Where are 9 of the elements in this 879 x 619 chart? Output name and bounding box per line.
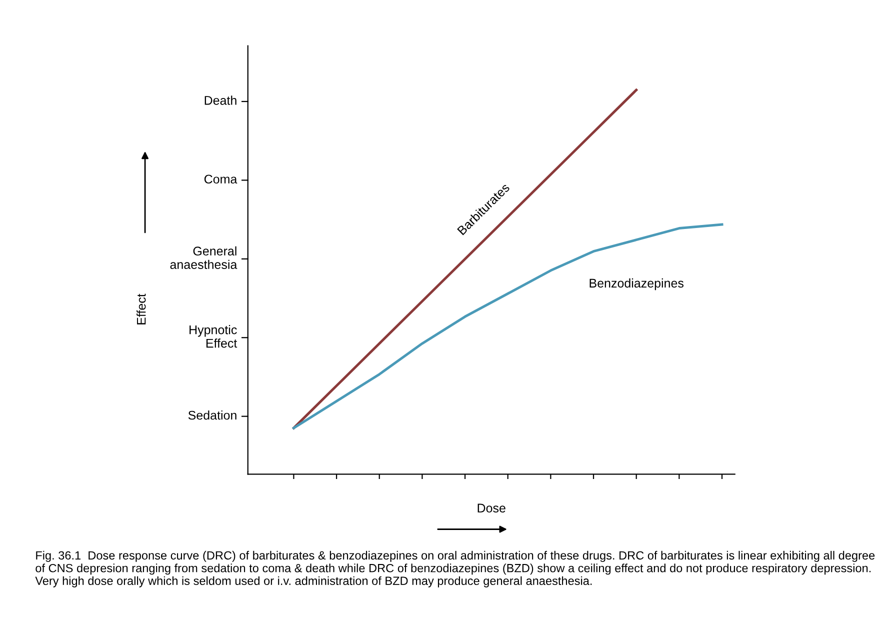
text: Coma [204,174,238,184]
x-axis-title: Dose [478,504,506,512]
text: Hypnotic Effect [190,325,238,348]
text: General anaesthesia [170,246,238,269]
text: Death [204,96,236,105]
series-label: Benzodiazepines [590,278,684,290]
caption: Fig. 36.1 Dose response curve (DRC) of barbiturates & benzodiazepines on oral administration of these drugs. DRC of barbiturates is linear exhibiting all degree of CNS depresion ranging from sedation to coma & death while DRC of benzodiazepines (BZD) show a ceiling effect and do not produce respiratory depression. Very high dose orally which is seldom used or i.v. administration of BZD may produce general anaesthesia. [35,550,875,588]
text: Effect [136,294,146,324]
text: Sedation [188,410,236,420]
